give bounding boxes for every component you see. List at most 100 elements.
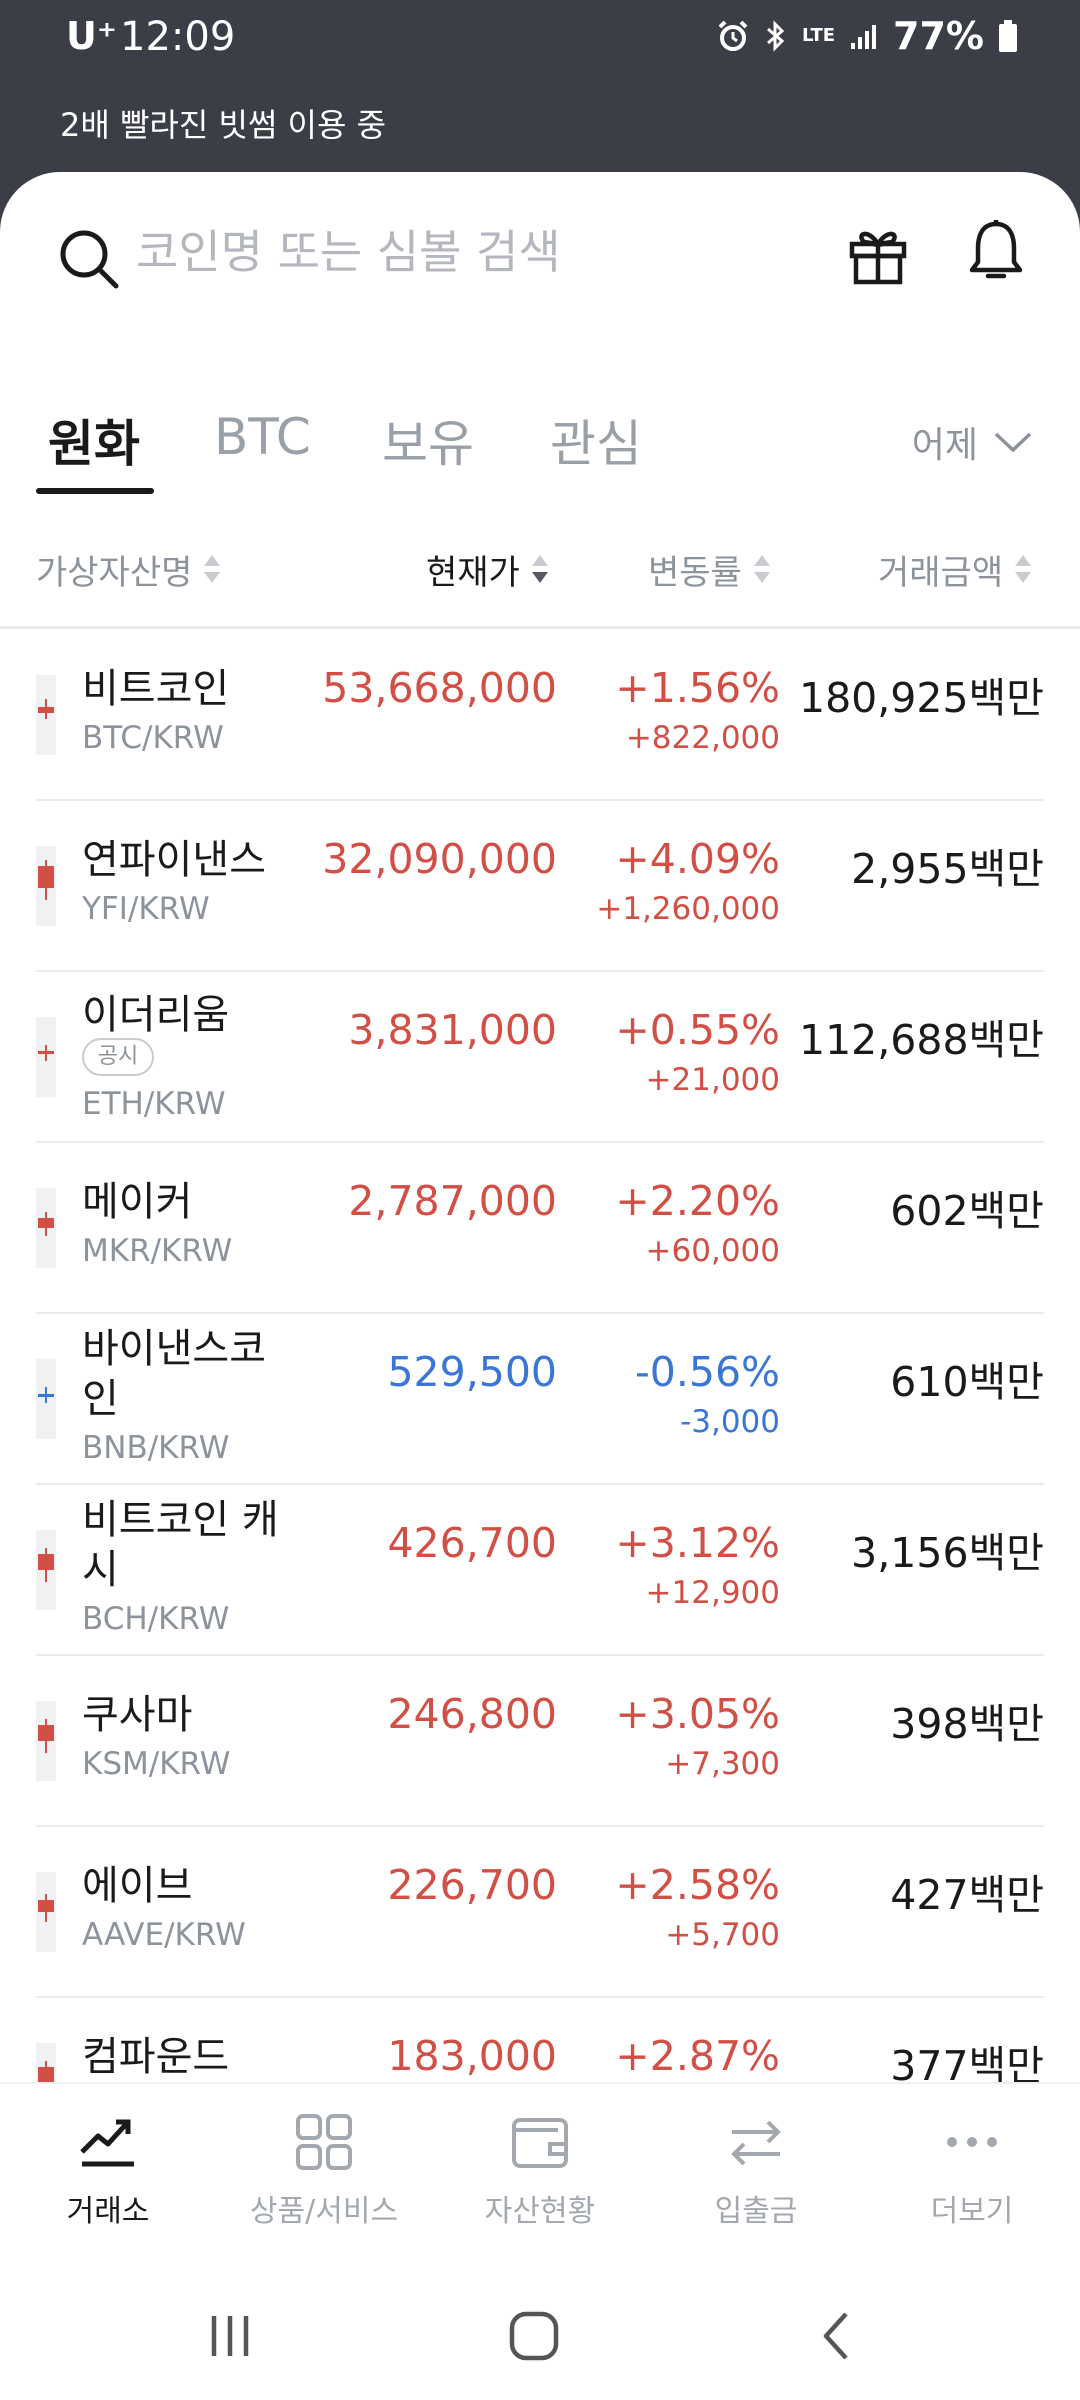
row-divider [36, 1483, 1044, 1485]
clock: 12:09 [120, 14, 236, 60]
status-icons: LTE 77% [716, 14, 1018, 58]
row-divider [36, 799, 1044, 801]
nav-more[interactable]: 더보기 [864, 2112, 1080, 2230]
coin-row-mkr[interactable]: 메이커 MKR/KRW 2,787,000 +2.20% +60,000 602… [0, 1143, 1080, 1314]
back-icon[interactable] [808, 2306, 868, 2366]
coin-row-btc[interactable]: 비트코인 BTC/KRW 53,668,000 +1.56% +822,000 … [0, 630, 1080, 801]
coin-price: 226,700 [387, 1861, 557, 1909]
column-header-rate-label: 변동률 [648, 552, 742, 593]
coin-change: -3,000 [680, 1404, 780, 1440]
notice-badge[interactable]: 공시 [82, 1038, 154, 1076]
coin-row-aave[interactable]: 에이브 AAVE/KRW 226,700 +2.58% +5,700 427백만 [0, 1827, 1080, 1998]
coin-rate: +2.20% [615, 1177, 780, 1225]
tab-favorites[interactable]: 관심 [550, 415, 642, 473]
coin-list: 비트코인 BTC/KRW 53,668,000 +1.56% +822,000 … [0, 630, 1080, 2169]
tab-holdings[interactable]: 보유 [382, 415, 474, 473]
system-nav-bar [0, 2272, 1080, 2400]
coin-name: 쿠사마 [82, 1692, 193, 1738]
mini-candle [36, 1530, 56, 1610]
column-header-volume[interactable]: 거래금액 [878, 544, 1033, 594]
coin-symbol: ETH/KRW [82, 1086, 226, 1122]
tab-btc[interactable]: BTC [214, 408, 311, 466]
nav-label: 거래소 [66, 2194, 150, 2229]
recent-apps-icon[interactable] [200, 2306, 260, 2366]
coin-volume: 398백만 [890, 1700, 1044, 1748]
coin-row-ksm[interactable]: 쿠사마 KSM/KRW 246,800 +3.05% +7,300 398백만 [0, 1656, 1080, 1827]
sort-icon [204, 555, 221, 583]
carrier-label: U⁺ [66, 14, 117, 58]
column-header-volume-label: 거래금액 [878, 552, 1004, 593]
search-input[interactable] [136, 222, 776, 282]
coin-rate: +4.09% [615, 835, 780, 883]
bell-icon[interactable] [964, 218, 1028, 286]
period-selector[interactable]: 어제 [912, 416, 1032, 468]
coin-volume: 427백만 [890, 1871, 1044, 1919]
home-icon[interactable] [504, 2306, 564, 2366]
coin-rate: +3.05% [615, 1690, 780, 1738]
chart-trend-icon [80, 2119, 134, 2167]
coin-row-bnb[interactable]: 바이낸스코인 BNB/KRW 529,500 -0.56% -3,000 610… [0, 1314, 1080, 1485]
transfer-arrows-icon [731, 2120, 781, 2166]
mini-candle [36, 1188, 56, 1268]
mini-candle [36, 675, 56, 755]
nav-exchange[interactable]: 거래소 [0, 2112, 216, 2230]
coin-symbol: BTC/KRW [82, 720, 224, 756]
signal-icon [851, 25, 877, 49]
bottom-nav: 거래소 상품/서비스 자산현황 입출금 더보기 [0, 2082, 1080, 2272]
coin-name: 바이낸스코인 [82, 1326, 266, 1422]
coin-name: 비트코인 [82, 666, 230, 712]
nav-deposit-withdraw[interactable]: 입출금 [648, 2112, 864, 2230]
coin-change: +21,000 [645, 1062, 780, 1098]
bluetooth-icon [766, 20, 785, 52]
speed-banner: 2배 빨라진 빗썸 이용 중 [60, 106, 387, 144]
coin-volume: 602백만 [890, 1187, 1044, 1235]
header-divider [0, 626, 1080, 629]
nav-label: 입출금 [714, 2194, 798, 2229]
coin-row-bch[interactable]: 비트코인 캐시 BCH/KRW 426,700 +3.12% +12,900 3… [0, 1485, 1080, 1656]
search-icon[interactable] [58, 228, 120, 290]
coin-price: 426,700 [387, 1519, 557, 1567]
grid-icon [296, 2114, 352, 2170]
network-type: LTE [801, 25, 836, 46]
coin-change: +5,700 [665, 1917, 780, 1953]
active-tab-indicator [36, 488, 154, 494]
coin-price: 32,090,000 [322, 835, 557, 883]
mini-candle [36, 1359, 56, 1439]
search-row [0, 172, 1080, 332]
alarm-icon [718, 20, 748, 51]
coin-change: +12,900 [645, 1575, 780, 1611]
coin-price: 529,500 [387, 1348, 557, 1396]
coin-symbol: YFI/KRW [82, 891, 210, 927]
row-divider [36, 1825, 1044, 1827]
coin-change: +7,300 [665, 1746, 780, 1782]
coin-price: 183,000 [387, 2032, 557, 2080]
column-header-price[interactable]: 현재가 [426, 544, 550, 594]
mini-candle [36, 1017, 56, 1097]
nav-products[interactable]: 상품/서비스 [216, 2112, 432, 2230]
mini-candle [36, 1872, 56, 1952]
nav-assets[interactable]: 자산현황 [432, 2112, 648, 2230]
coin-name: 이더리움 [82, 992, 230, 1038]
coin-change: +60,000 [645, 1233, 780, 1269]
coin-symbol: BNB/KRW [82, 1430, 230, 1466]
gift-icon[interactable] [846, 222, 910, 286]
wallet-icon [512, 2118, 568, 2168]
chevron-down-icon [994, 432, 1032, 453]
nav-label: 자산현황 [484, 2194, 596, 2229]
period-label: 어제 [911, 425, 978, 466]
status-bar: U⁺ 12:09 LTE 77% [0, 0, 1080, 80]
sort-icon [531, 555, 548, 583]
coin-rate: +1.56% [615, 664, 780, 712]
coin-symbol: MKR/KRW [82, 1233, 233, 1269]
row-divider [36, 970, 1044, 972]
column-header-name[interactable]: 가상자산명 [36, 544, 222, 594]
tab-krw[interactable]: 원화 [48, 415, 140, 473]
row-divider [36, 1996, 1044, 1998]
coin-name: 연파이낸스 [82, 837, 266, 883]
coin-rate: +0.55% [615, 1006, 780, 1054]
coin-row-yfi[interactable]: 연파이낸스 YFI/KRW 32,090,000 +4.09% +1,260,0… [0, 801, 1080, 972]
coin-volume: 112,688백만 [799, 1016, 1044, 1064]
coin-name: 컴파운드 [82, 2034, 230, 2080]
coin-row-eth[interactable]: 이더리움 공시 ETH/KRW 3,831,000 +0.55% +21,000… [0, 972, 1080, 1143]
column-header-rate[interactable]: 변동률 [648, 544, 772, 594]
